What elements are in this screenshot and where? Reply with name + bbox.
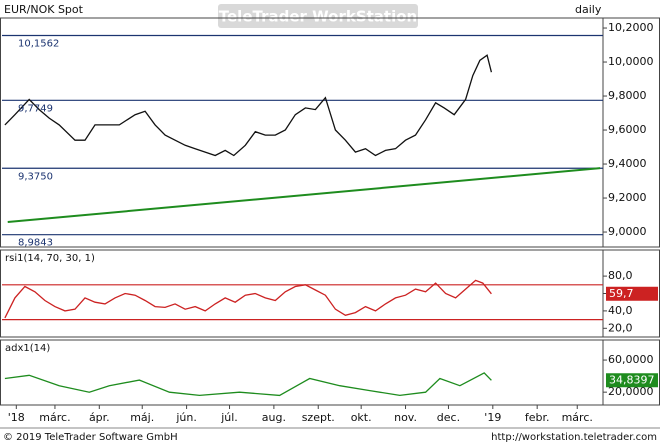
- x-tick-label: '18: [8, 411, 25, 424]
- value-box: [606, 286, 658, 301]
- x-tick-label: júl.: [220, 411, 238, 424]
- y-tick-label: 80,0: [608, 269, 633, 282]
- value-label: 34,8397: [609, 373, 655, 386]
- x-tick-label: márc.: [39, 411, 70, 424]
- footer-url: http://workstation.teletrader.com: [491, 432, 657, 443]
- y-tick-label: 20,0000: [608, 385, 654, 398]
- x-tick-label: febr.: [525, 411, 550, 424]
- series-line: [4, 54, 493, 157]
- plot-area: [2, 34, 603, 236]
- legend-entry: rsi1(14, 70, 30, 1): [5, 253, 95, 264]
- chart-title: EUR/NOK Spot: [4, 3, 84, 16]
- copyright: © 2019 TeleTrader Software GmbH: [3, 432, 178, 443]
- plot-area: [4, 372, 492, 397]
- x-tick-label: nov.: [394, 411, 417, 424]
- y-tick-label: 9,6000: [608, 123, 647, 136]
- trend-line: [7, 167, 601, 224]
- x-tick-label: dec.: [437, 411, 460, 424]
- y-tick-label: 40,0: [608, 304, 633, 317]
- value-label: 59,7: [609, 287, 634, 300]
- y-tick-label: 10,0000: [608, 55, 654, 68]
- level-label: 9,3750: [18, 171, 53, 182]
- y-tick-label: 9,0000: [608, 225, 647, 238]
- x-tick-label: ápr.: [89, 411, 110, 424]
- level-label: 8,9843: [18, 238, 53, 249]
- x-tick-label: szept.: [302, 411, 335, 424]
- y-tick-label: 20,0: [608, 321, 633, 334]
- y-tick-label: 10,2000: [608, 21, 654, 34]
- y-tick-label: 9,2000: [608, 191, 647, 204]
- watermark-box: [218, 4, 418, 28]
- x-tick-label: jún.: [175, 411, 197, 424]
- level-label: 9,7749: [18, 103, 53, 114]
- x-tick-label: aug.: [262, 411, 286, 424]
- y-tick-label: 60,0000: [608, 353, 654, 366]
- plot-area: [2, 279, 603, 321]
- x-tick-label: máj.: [130, 411, 154, 424]
- y-tick-label: 9,4000: [608, 157, 647, 170]
- series-line: [4, 279, 492, 319]
- legend-entry: adx1(14): [5, 343, 50, 354]
- series-line: [4, 372, 492, 397]
- x-tick-label: márc.: [562, 411, 593, 424]
- x-tick-label: '19: [484, 411, 501, 424]
- y-tick-label: 9,8000: [608, 89, 647, 102]
- x-tick-label: okt.: [351, 411, 372, 424]
- interval: daily: [575, 3, 602, 16]
- level-label: 10,1562: [18, 38, 59, 49]
- value-box: [606, 373, 658, 388]
- watermark: TeleTrader WorkStation: [219, 8, 417, 26]
